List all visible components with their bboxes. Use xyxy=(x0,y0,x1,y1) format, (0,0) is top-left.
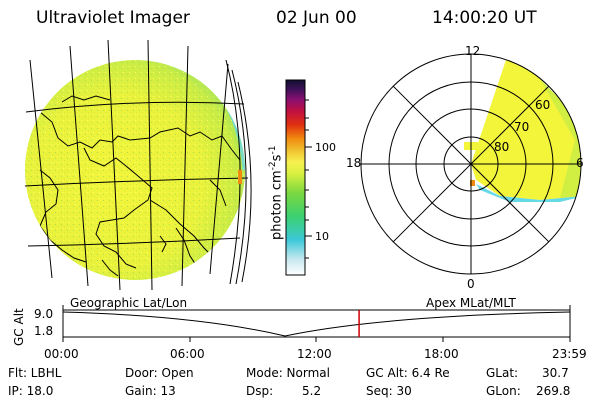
geographic-caption: Geographic Lat/Lon xyxy=(70,296,188,310)
lat-label-60: 60 xyxy=(535,98,551,112)
earth-emission-disk xyxy=(25,60,245,280)
lat-label-80: 80 xyxy=(494,140,510,154)
colorbar-ticks xyxy=(305,99,312,259)
time-tick-0600: 06:00 xyxy=(170,347,205,361)
gc-alt-curve xyxy=(62,311,571,337)
status-gc-alt: GC Alt: 6.4 Re xyxy=(366,366,450,380)
gc-alt-axis-label: GC Alt xyxy=(12,308,26,346)
mlt-label-6: 6 xyxy=(576,156,584,170)
coastlines xyxy=(39,95,241,277)
status-ip: IP: 18.0 xyxy=(8,384,54,398)
apex-caption: Apex MLat/MLT xyxy=(426,296,516,310)
time-tick-1800: 18:00 xyxy=(424,347,459,361)
status-seq: Seq: 30 xyxy=(366,384,412,398)
status-flt: Flt: LBHL xyxy=(8,366,62,380)
status-dsp-value: 5.2 xyxy=(302,384,322,398)
time-tick-1200: 12:00 xyxy=(297,347,332,361)
mlt-label-18: 18 xyxy=(346,156,362,170)
instrument-title: Ultraviolet Imager xyxy=(36,8,190,28)
observation-time: 14:00:20 UT xyxy=(432,8,537,28)
status-glon-value: 269.8 xyxy=(536,384,571,398)
bright-spot xyxy=(238,170,242,184)
colorbar xyxy=(285,79,306,276)
colorbar-unit-label: photon cm-2s-1 xyxy=(268,145,285,240)
status-glon-label: GLon: xyxy=(486,384,521,398)
mlt-label-0: 0 xyxy=(467,277,475,291)
observation-date: 02 Jun 00 xyxy=(276,8,357,28)
time-tick-2359: 23:59 xyxy=(552,347,587,361)
timeline-panel xyxy=(62,305,571,342)
status-glat-label: GLat: xyxy=(486,366,519,380)
status-glat-value: 30.7 xyxy=(542,366,569,380)
mlt-label-12: 12 xyxy=(465,44,481,58)
status-dsp-label: Dsp: xyxy=(246,384,274,398)
gc-alt-top-value: 9.0 xyxy=(34,307,54,321)
time-tick-0000: 00:00 xyxy=(44,347,79,361)
status-gain: Gain: 13 xyxy=(125,384,176,398)
polar-plot xyxy=(360,53,582,275)
lat-label-70: 70 xyxy=(514,120,530,134)
geographic-grid xyxy=(24,39,252,291)
colorbar-tick-10: 10 xyxy=(315,230,329,243)
status-door: Door: Open xyxy=(125,366,194,380)
status-mode: Mode: Normal xyxy=(246,366,330,380)
gc-alt-bottom-value: 1.8 xyxy=(34,324,54,338)
colorbar-tick-100: 100 xyxy=(315,141,336,154)
